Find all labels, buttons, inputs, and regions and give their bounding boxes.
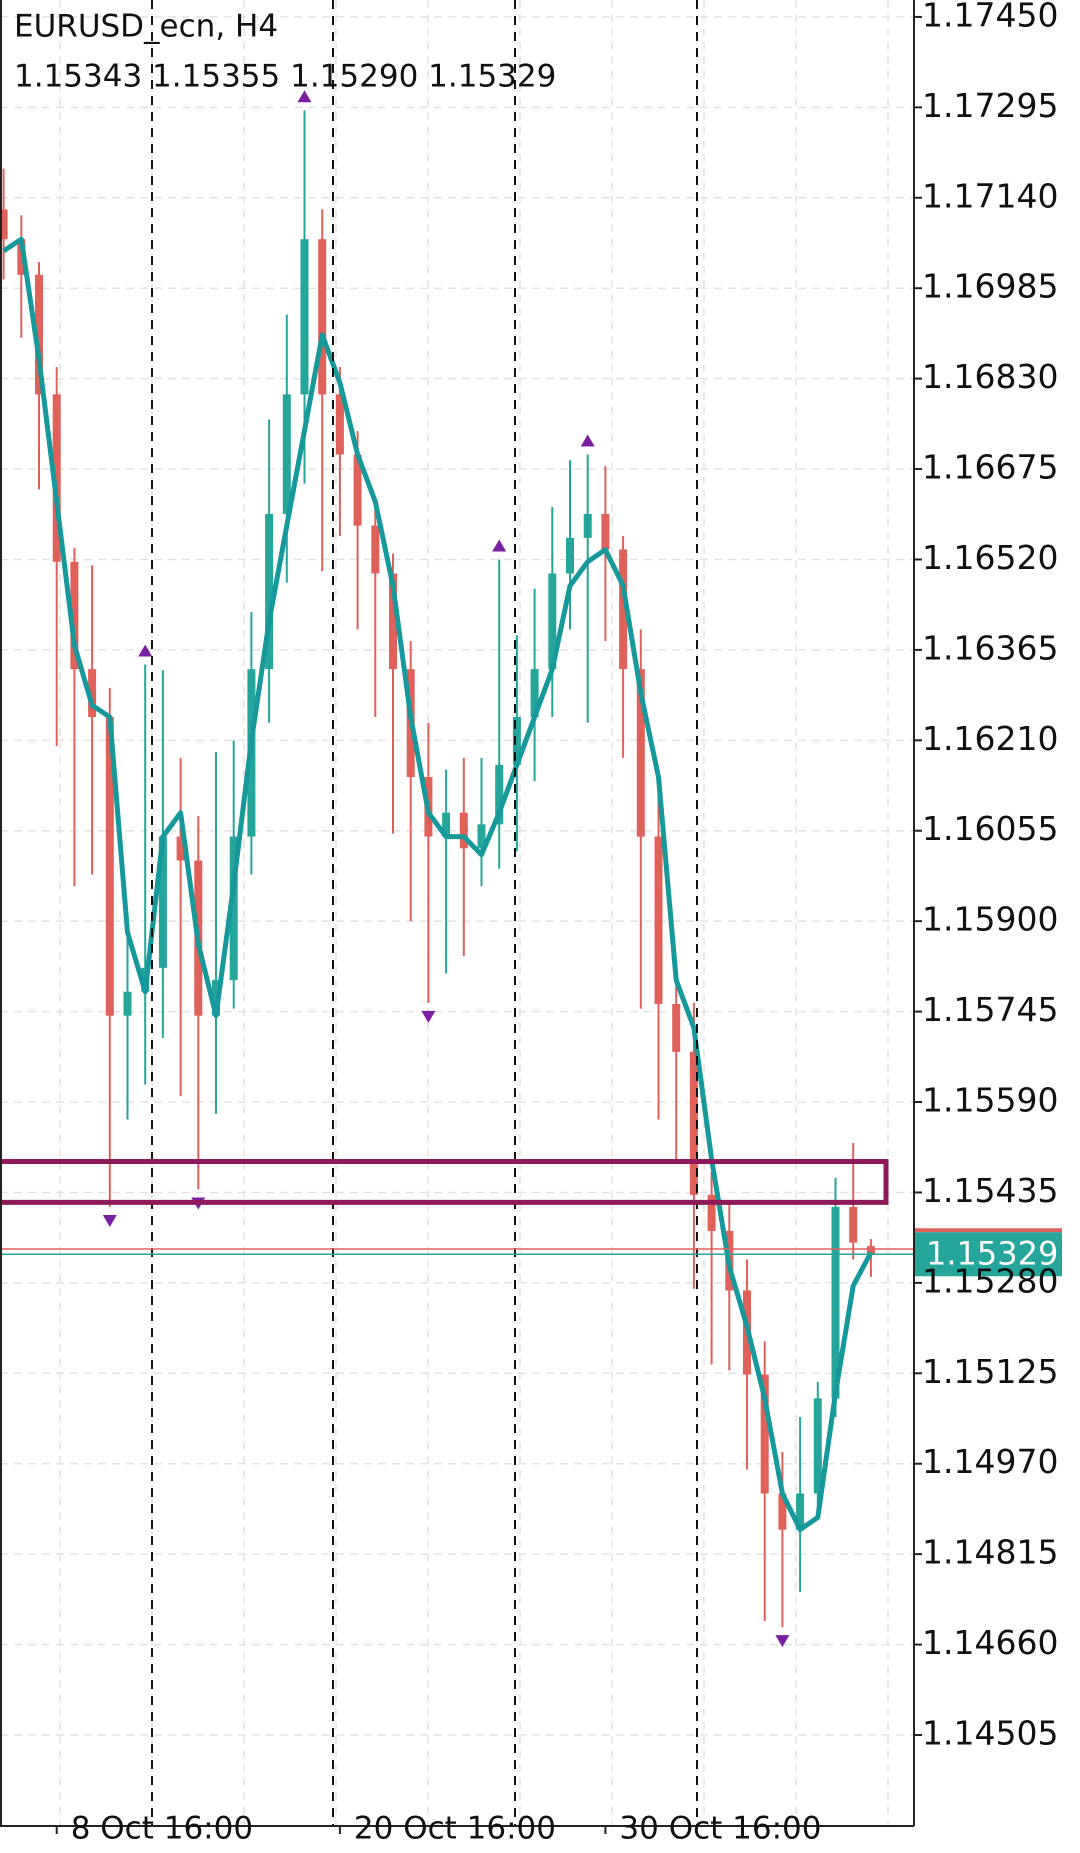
y-tick-label: 1.15900 xyxy=(922,900,1058,939)
candle-body xyxy=(0,209,8,240)
candle-body xyxy=(123,991,132,1016)
marks-layer xyxy=(0,90,875,1648)
y-tick-label: 1.17295 xyxy=(922,86,1058,125)
price-tag xyxy=(914,1232,1062,1277)
candle-body xyxy=(459,812,468,849)
fractal-down xyxy=(102,1215,117,1228)
candle-body xyxy=(778,1493,787,1530)
candle-body xyxy=(176,836,185,861)
candle-body xyxy=(88,669,97,717)
y-tick-label: 1.14660 xyxy=(922,1623,1058,1662)
candle-body xyxy=(17,239,26,275)
y-tick-label: 1.16055 xyxy=(922,809,1058,848)
x-tick-label: 8 Oct 16:00 xyxy=(71,1811,253,1847)
candle-body xyxy=(389,573,397,670)
x-tick-label: 30 Oct 16:00 xyxy=(619,1811,821,1847)
fractal-up xyxy=(138,644,153,657)
candle-body xyxy=(849,1207,858,1243)
candle-body xyxy=(707,1194,716,1231)
candle-body xyxy=(265,513,274,670)
y-tick-label: 1.15435 xyxy=(922,1171,1058,1210)
candle-body xyxy=(530,669,539,717)
candle-body xyxy=(300,239,309,395)
y-tick-label: 1.16830 xyxy=(922,357,1058,396)
candle-body xyxy=(566,537,574,574)
y-tick-label: 1.16675 xyxy=(922,448,1058,487)
candle-body xyxy=(158,836,167,968)
candle-body xyxy=(831,1207,840,1399)
y-tick-label: 1.17450 xyxy=(922,0,1058,34)
fractal-down xyxy=(421,1010,436,1023)
candle-body xyxy=(477,824,486,849)
y-tick-label: 1.14815 xyxy=(922,1533,1058,1572)
fractal-up xyxy=(297,90,312,103)
candle-body xyxy=(548,573,557,670)
y-tick-label: 1.16520 xyxy=(922,538,1058,577)
x-tick-label: 20 Oct 16:00 xyxy=(354,1811,556,1847)
candle-body xyxy=(813,1398,822,1494)
candle-body xyxy=(353,454,362,526)
candle-body xyxy=(689,1051,698,1195)
candle-body xyxy=(52,394,61,562)
y-tick-label: 1.14970 xyxy=(922,1442,1058,1481)
price-tag-ask-edge xyxy=(914,1228,1062,1233)
y-tick-label: 1.17140 xyxy=(922,176,1058,215)
overlay-layer: 1.15329 xyxy=(0,15,1062,1834)
fractal-down xyxy=(775,1635,790,1648)
candle-body xyxy=(636,669,645,837)
candle-body xyxy=(796,1493,805,1530)
candle-body xyxy=(495,764,504,825)
candle-body xyxy=(760,1374,769,1494)
candle-body xyxy=(335,394,344,455)
y-tick-label: 1.16985 xyxy=(922,267,1058,306)
candle-body xyxy=(70,561,79,670)
y-tick-label: 1.15280 xyxy=(922,1261,1058,1300)
y-tick-label: 1.15745 xyxy=(922,990,1058,1029)
y-tick-label: 1.16210 xyxy=(922,719,1058,758)
candle-body xyxy=(601,513,610,550)
candle-body xyxy=(672,1004,681,1052)
candle-body xyxy=(282,394,291,514)
fractal-up xyxy=(580,434,595,447)
candle-body xyxy=(442,812,451,837)
y-tick-label: 1.15125 xyxy=(922,1352,1058,1391)
candle-body xyxy=(105,716,114,1016)
price-tag-label: 1.15329 xyxy=(926,1234,1058,1272)
chart-title: EURUSD_ecn, H4 xyxy=(14,9,278,45)
candle-body xyxy=(619,549,628,670)
candle-body xyxy=(512,716,521,765)
candle-body xyxy=(35,274,43,395)
y-tick-label: 1.14505 xyxy=(922,1713,1058,1752)
period-separators xyxy=(151,0,698,1826)
y-tick-label: 1.15590 xyxy=(922,1081,1058,1120)
candle-body xyxy=(583,513,592,538)
ohlc-readout: 1.15343 1.15355 1.15290 1.15329 xyxy=(14,59,556,95)
zone-rectangle xyxy=(0,1159,889,1205)
candle-body xyxy=(654,836,663,1005)
candle-body xyxy=(866,1246,875,1255)
candle-body xyxy=(318,239,327,395)
y-tick-label: 1.16365 xyxy=(922,628,1058,667)
fractal-up xyxy=(492,539,507,552)
candle-body xyxy=(371,525,380,574)
candle-body xyxy=(229,836,238,981)
